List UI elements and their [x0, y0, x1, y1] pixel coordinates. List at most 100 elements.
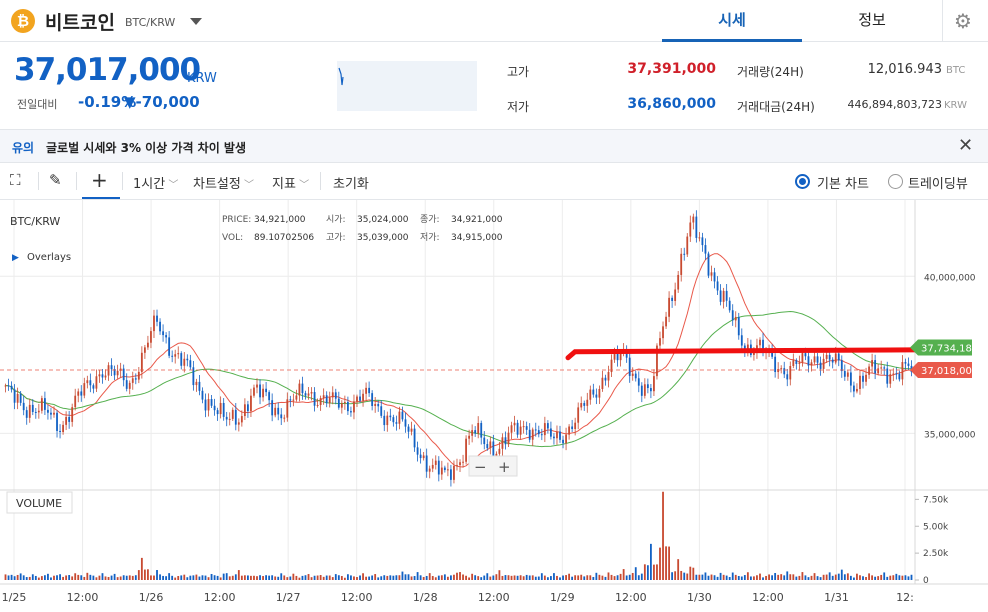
- candle-body: [550, 428, 552, 437]
- volume-bar: [613, 576, 616, 580]
- interval-select[interactable]: 1시간 ﹀: [133, 173, 178, 192]
- candle-body: [643, 384, 646, 396]
- candle-body: [646, 384, 649, 389]
- candle-body: [95, 376, 98, 389]
- gear-icon[interactable]: ⚙: [954, 9, 972, 33]
- candle-body: [701, 237, 704, 246]
- volume-bar: [34, 575, 37, 580]
- volume-bar: [356, 577, 358, 580]
- coin-name[interactable]: 비트코인: [45, 12, 115, 34]
- volume-bar: [704, 572, 707, 580]
- volume-bar: [680, 570, 683, 580]
- chevron-down-icon[interactable]: [190, 18, 202, 25]
- candle-body: [683, 253, 686, 255]
- volume-bar: [843, 574, 846, 580]
- candle-body: [531, 429, 534, 440]
- volume-bar: [710, 574, 713, 580]
- volume-bar: [789, 574, 792, 580]
- chart-canvas[interactable]: 37,734,180 37,018,000 1/25 12:00 1/26 12:00 1…: [0, 200, 988, 612]
- volume-bar: [10, 574, 13, 580]
- basic-chart-label[interactable]: 기본 차트: [817, 177, 869, 192]
- candle-body: [895, 373, 898, 375]
- candle-body: [256, 384, 258, 388]
- candle-body: [365, 387, 367, 394]
- candle-body: [522, 426, 525, 428]
- volume-bar: [92, 575, 95, 580]
- tradingview-radio[interactable]: [888, 174, 903, 189]
- volume-bar: [125, 575, 128, 580]
- volume-bar: [656, 564, 658, 580]
- candle-body: [383, 415, 386, 426]
- chart-settings-menu[interactable]: 차트설정 ﹀: [193, 173, 254, 192]
- basic-chart-radio[interactable]: [795, 174, 810, 189]
- candle-body: [398, 411, 401, 424]
- candle-body: [286, 399, 289, 418]
- crosshair-active-indicator: [82, 197, 120, 199]
- reset-button[interactable]: 초기화: [333, 177, 369, 192]
- volume-bar: [474, 575, 477, 580]
- close-icon[interactable]: ✕: [958, 135, 974, 156]
- candle-body: [413, 428, 416, 448]
- zoom-in-button[interactable]: +: [498, 458, 511, 476]
- volume-bar: [431, 576, 434, 580]
- volume-bar: [231, 575, 234, 580]
- tradingview-label[interactable]: 트레이딩뷰: [908, 177, 968, 192]
- candle-body: [101, 374, 104, 378]
- x-tick-label: 12:: [896, 591, 914, 604]
- candle-body: [571, 426, 574, 430]
- volume-bar: [792, 574, 795, 580]
- candle-body: [198, 381, 201, 391]
- zoom-out-button[interactable]: −: [474, 458, 487, 476]
- volume-bar: [510, 575, 513, 580]
- candle-body: [698, 237, 701, 239]
- toolbar-divider: [122, 172, 123, 190]
- candle-body: [277, 407, 280, 415]
- candle-body: [92, 385, 95, 389]
- volume-bar: [683, 572, 686, 580]
- volume-bar: [440, 575, 443, 580]
- volume-bar: [725, 575, 728, 580]
- candle-body: [686, 236, 689, 255]
- candle-body: [147, 342, 149, 348]
- volume-bar: [453, 574, 455, 580]
- volume-bar: [695, 574, 698, 580]
- candle-body: [456, 465, 458, 467]
- price-tag-label: 37,734,180: [921, 343, 978, 354]
- volume-bar: [795, 576, 798, 580]
- overlays-arrow-icon[interactable]: ▶: [12, 253, 19, 263]
- volume-bar: [768, 574, 770, 580]
- volume-bar: [183, 574, 186, 580]
- candle-body: [613, 352, 616, 360]
- price-tag: [910, 339, 972, 356]
- volume-bar: [480, 577, 483, 580]
- volume-bar: [322, 576, 325, 580]
- volume-bar: [359, 575, 361, 580]
- x-tick-label: 12:00: [615, 591, 647, 604]
- candle-body: [404, 419, 407, 427]
- drawn-support-line[interactable]: [565, 347, 933, 361]
- volume-bar: [825, 574, 828, 580]
- tab-info[interactable]: 정보: [858, 11, 886, 29]
- vol-tick-label: 0: [923, 576, 929, 586]
- overlays-toggle[interactable]: Overlays: [27, 252, 71, 263]
- volume-bar: [40, 576, 43, 580]
- candle-body: [316, 405, 319, 407]
- volume-bar: [395, 575, 398, 580]
- volume-bar: [389, 575, 392, 580]
- tab-price[interactable]: 시세: [662, 0, 802, 42]
- candle-body: [295, 395, 298, 400]
- volume-bar: [68, 575, 71, 580]
- volume-bar: [50, 577, 52, 580]
- candle-body: [28, 404, 31, 418]
- fullscreen-icon[interactable]: ⛶: [10, 171, 21, 189]
- price-chart[interactable]: 37,734,180 37,018,000 1/25 12:00 1/26 12:00 1…: [0, 200, 988, 612]
- candle-body: [834, 353, 837, 363]
- draw-pencil-icon[interactable]: ✎: [49, 171, 62, 189]
- crosshair-icon[interactable]: +: [91, 168, 108, 192]
- indicators-menu[interactable]: 지표 ﹀: [272, 173, 309, 192]
- candle-body: [301, 383, 304, 394]
- volume-bar: [392, 575, 395, 580]
- info-high: 35,039,000: [357, 233, 409, 243]
- candle-body: [340, 403, 343, 408]
- volume-bar: [595, 572, 598, 580]
